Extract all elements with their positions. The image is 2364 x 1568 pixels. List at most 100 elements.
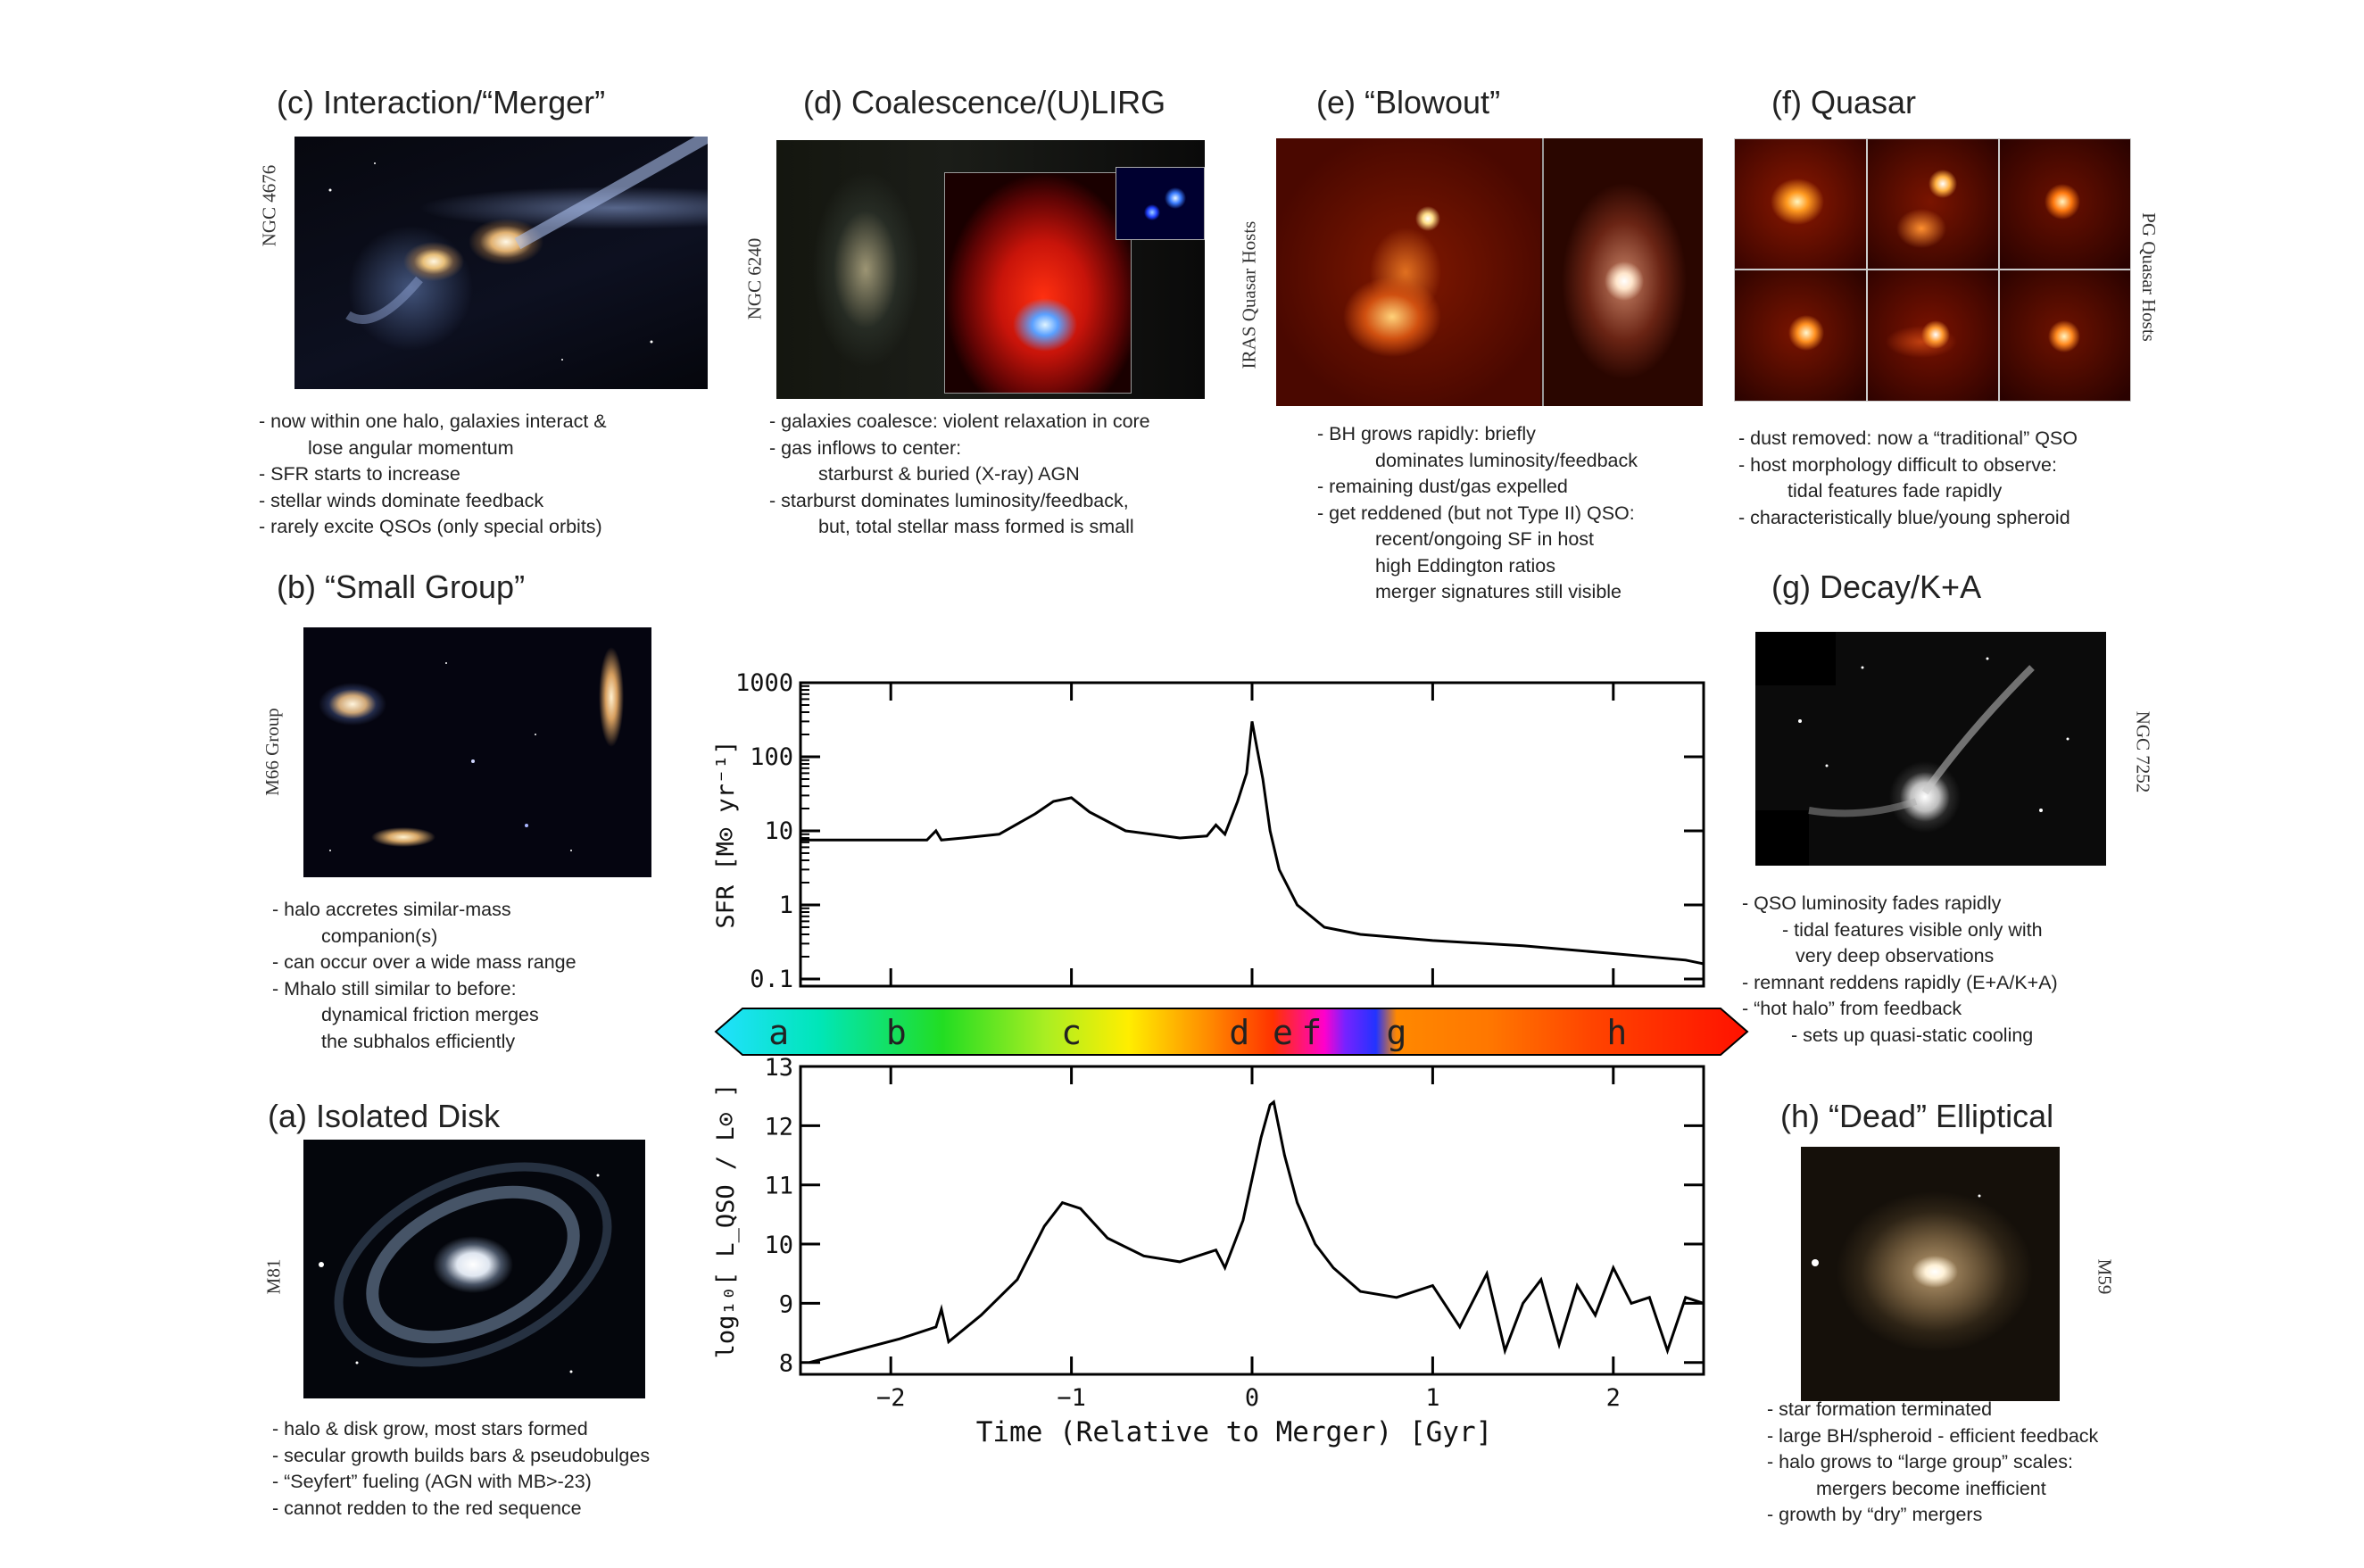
- panel-a-bullet-4: - cannot redden to the red sequence: [272, 1497, 582, 1519]
- x-tick-label: 1: [1425, 1384, 1439, 1412]
- panel-d-title: (d) Coalescence/(U)LIRG: [803, 84, 1166, 120]
- lqso-y-tick-label: 9: [779, 1290, 793, 1318]
- sfr-series-line: [800, 721, 1705, 966]
- stage-letter-c: c: [1061, 1013, 1082, 1052]
- panel-e-bullet-4: - get reddened (but not Type II) QSO:: [1317, 502, 1635, 524]
- sfr-panel: 1000 100 10 1 0.1 SFR [M⊙ yr⁻¹]: [712, 669, 1705, 993]
- x-tick-label: 0: [1245, 1384, 1259, 1412]
- panel-e-bullet-1: - BH grows rapidly: briefly: [1317, 423, 1536, 444]
- panel-f-bullets: - dust removed: now a “traditional” QSO …: [1738, 426, 2078, 531]
- x-tick-label: −1: [1057, 1384, 1086, 1412]
- panel-h-title: (h) “Dead” Elliptical: [1780, 1098, 2054, 1134]
- iras-quasar-hosts-image: [1276, 138, 1703, 406]
- m81-spiral-arms: [319, 1162, 612, 1373]
- panel-b-bullet-5: dynamical friction merges: [321, 1004, 539, 1025]
- lqso-y-tick-label: 12: [764, 1113, 793, 1141]
- panel-a-bullets: - halo & disk grow, most stars formed - …: [272, 1416, 650, 1522]
- m59-stars: [1812, 1194, 1981, 1266]
- pg-host-tile-4: [1734, 270, 1867, 402]
- pg-host-tile-5: [1867, 270, 1999, 402]
- panel-b-bullet-6: the subhalos efficiently: [321, 1030, 516, 1052]
- pg-host-tile-6: [1999, 270, 2131, 402]
- pg-quasar-hosts-image: [1734, 138, 2131, 402]
- panel-g-title: (g) Decay/K+A: [1771, 568, 1982, 605]
- panel-a-bullet-3: - “Seyfert” fueling (AGN with MB>-23): [272, 1471, 592, 1492]
- iras-host-right: [1542, 138, 1703, 406]
- lqso-y-tick-label: 10: [764, 1232, 793, 1259]
- panel-h-bullet-3: - halo grows to “large group” scales:: [1767, 1451, 2073, 1473]
- lqso-x-ticks: −2 −1 0 1 2: [876, 1066, 1621, 1412]
- panel-d-bullet-3: starburst & buried (X-ray) AGN: [818, 463, 1080, 485]
- panel-e-bullet-3: - remaining dust/gas expelled: [1317, 476, 1568, 497]
- panel-f-bullet-2: - host morphology difficult to observe:: [1738, 453, 2057, 476]
- panel-b-bullet-3: - can occur over a wide mass range: [272, 951, 576, 973]
- panel-h-bullets: - star formation terminated - large BH/s…: [1767, 1397, 2098, 1529]
- panel-g-bullet-3: very deep observations: [1796, 945, 1995, 967]
- panel-g-bullet-5: - “hot halo” from feedback: [1742, 998, 1962, 1019]
- pg-host-tile-3: [1999, 138, 2131, 270]
- panel-g-side-label: NGC 7252: [2132, 710, 2154, 793]
- panel-g-bullet-6: - sets up quasi-static cooling: [1791, 1024, 2034, 1046]
- panel-e-side-label: IRAS Quasar Hosts: [1238, 220, 1260, 369]
- x-tick-label: −2: [876, 1384, 906, 1412]
- sfr-y-tick-label: 1000: [735, 669, 793, 697]
- stage-letter-e: e: [1273, 1013, 1293, 1052]
- stage-letter-a: a: [768, 1013, 789, 1052]
- stage-letter-b: b: [886, 1013, 907, 1052]
- sfr-x-ticks: [889, 683, 1615, 986]
- panel-c-bullet-3: - SFR starts to increase: [259, 463, 460, 485]
- m66-group-image: [303, 627, 651, 877]
- panel-h-bullet-2: - large BH/spheroid - efficient feedback: [1767, 1424, 2099, 1447]
- panel-h-side-label: M59: [2094, 1258, 2116, 1295]
- sfr-y-tick-label: 10: [764, 817, 793, 845]
- panel-d-bullet-4: - starburst dominates luminosity/feedbac…: [769, 489, 1129, 511]
- panel-f-bullet-4: - characteristically blue/young spheroid: [1738, 506, 2070, 528]
- panel-e-bullets: - BH grows rapidly: briefly dominates lu…: [1317, 421, 1638, 606]
- panel-b-side-label: M66 Group: [261, 708, 283, 796]
- lqso-series-line: [809, 1099, 1705, 1365]
- panel-g-bullets: - QSO luminosity fades rapidly - tidal f…: [1742, 891, 2058, 1049]
- panel-e-bullet-2: dominates luminosity/feedback: [1375, 449, 1638, 471]
- panel-h-bullet-1: - star formation terminated: [1767, 1398, 1993, 1420]
- panel-f-bullet-1: - dust removed: now a “traditional” QSO: [1738, 427, 2078, 449]
- ngc6240-image: [776, 140, 1205, 399]
- sfr-y-tick-label: 1: [779, 892, 793, 919]
- panel-e-bullet-5: recent/ongoing SF in host: [1375, 528, 1595, 550]
- stage-letter-f: f: [1301, 1013, 1322, 1052]
- pg-host-tile-2: [1867, 138, 1999, 270]
- m81-image: [303, 1140, 645, 1398]
- panel-d-bullet-2: - gas inflows to center:: [769, 436, 962, 459]
- iras-host-left: [1276, 138, 1540, 406]
- x-tick-label: 2: [1606, 1384, 1621, 1412]
- panel-c-bullet-1: - now within one halo, galaxies interact…: [259, 411, 607, 432]
- panel-b-title: (b) “Small Group”: [277, 568, 526, 605]
- panel-b-bullets: - halo accretes similar-mass companion(s…: [272, 897, 576, 1055]
- ngc7252-tidal-tails: [1755, 632, 2070, 866]
- panel-b-bullet-4: - Mhalo still similar to before:: [272, 977, 517, 1000]
- sfr-y-ticks: 1000 100 10 1 0.1: [735, 669, 1704, 993]
- ngc6240-xray-inset: [944, 172, 1132, 394]
- panel-c-title: (c) Interaction/“Merger”: [277, 84, 606, 120]
- panel-f-side-label: PG Quasar Hosts: [2137, 212, 2160, 342]
- panel-e-title: (e) “Blowout”: [1316, 84, 1501, 120]
- panel-c-side-label: NGC 4676: [258, 164, 280, 247]
- sfr-y-tick-label: 100: [750, 743, 793, 771]
- lqso-y-tick-label: 11: [764, 1173, 793, 1200]
- panel-d-bullet-1: - galaxies coalesce: violent relaxation …: [769, 411, 1150, 432]
- ngc7252-image: [1755, 632, 2106, 866]
- panel-g-bullet-1: - QSO luminosity fades rapidly: [1742, 892, 2002, 914]
- panel-b-bullet-2: companion(s): [321, 925, 438, 947]
- panel-a-bullet-2: - secular growth builds bars & pseudobul…: [272, 1444, 651, 1466]
- panel-c-bullets: - now within one halo, galaxies interact…: [259, 409, 607, 541]
- panel-c-bullet-5: - rarely excite QSOs (only special orbit…: [259, 516, 602, 537]
- stage-letter-h: h: [1606, 1013, 1627, 1052]
- panel-g-bullet-2: - tidal features visible only with: [1782, 918, 2043, 941]
- sfr-y-tick-label: 0.1: [750, 966, 793, 993]
- panel-g-bullet-4: - remnant reddens rapidly (E+A/K+A): [1742, 971, 2058, 993]
- stage-letter-d: d: [1229, 1013, 1249, 1052]
- panel-d-bullets: - galaxies coalesce: violent relaxation …: [769, 409, 1150, 541]
- panel-b-bullet-1: - halo accretes similar-mass: [272, 899, 511, 920]
- panel-h-bullet-5: - growth by “dry” mergers: [1767, 1504, 1983, 1525]
